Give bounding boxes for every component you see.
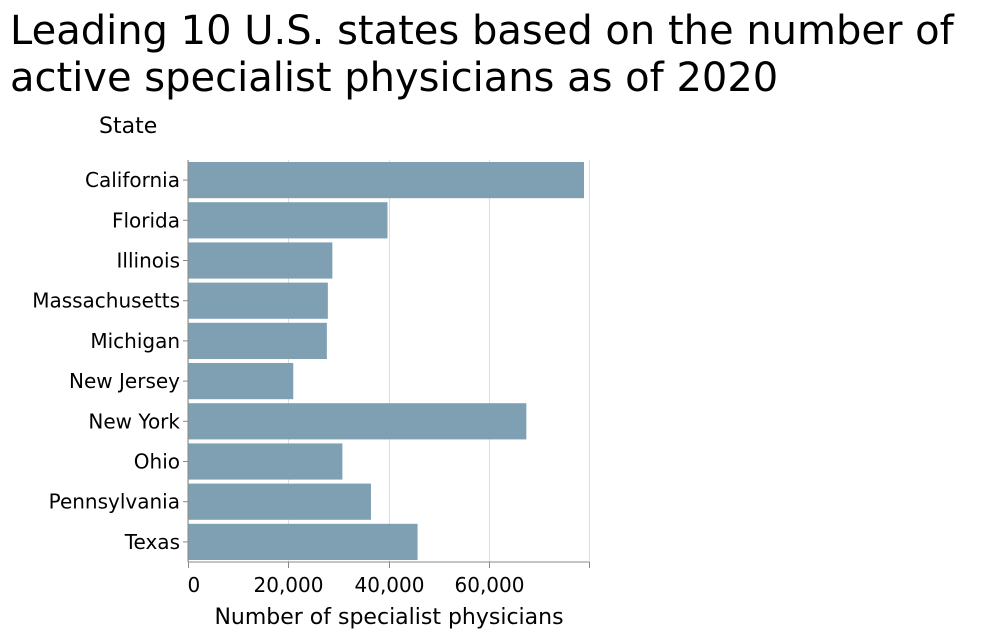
chart-title: Leading 10 U.S. states based on the numb… bbox=[10, 8, 954, 101]
x-tick-labels: 0 20,000 40,000 60,000 bbox=[188, 562, 590, 597]
y-tick-label: Illinois bbox=[117, 249, 180, 273]
bars bbox=[188, 162, 584, 560]
bar-illinois bbox=[188, 242, 333, 279]
y-tick-label: California bbox=[85, 168, 180, 192]
bar-michigan bbox=[188, 322, 327, 359]
bar-new-york bbox=[188, 403, 527, 440]
bar-florida bbox=[188, 202, 388, 239]
y-tick-label: Texas bbox=[124, 530, 180, 554]
x-tick-label: 60,000 bbox=[455, 573, 525, 597]
bar-texas bbox=[188, 523, 418, 560]
y-tick-label: Massachusetts bbox=[32, 289, 180, 313]
y-tick-label: New York bbox=[88, 409, 180, 433]
axes bbox=[187, 160, 589, 563]
y-tick-labels: California Florida Illinois Massachusetts Mi… bbox=[32, 168, 188, 554]
y-tick-label: Ohio bbox=[134, 450, 180, 474]
bar-california bbox=[188, 162, 584, 199]
x-tick-label: 40,000 bbox=[355, 573, 425, 597]
y-tick-label: Florida bbox=[112, 208, 180, 232]
bar-ohio bbox=[188, 443, 343, 480]
x-axis-label: Number of specialist physicians bbox=[214, 605, 563, 630]
bar-massachusetts bbox=[188, 282, 328, 319]
y-axis-label: State bbox=[99, 114, 157, 139]
bar-pennsylvania bbox=[188, 483, 371, 520]
y-tick-label: Pennsylvania bbox=[49, 490, 180, 514]
x-tick-label: 0 bbox=[188, 573, 201, 597]
x-tick-label: 20,000 bbox=[254, 573, 324, 597]
y-tick-label: Michigan bbox=[90, 329, 180, 353]
y-tick-label: New Jersey bbox=[69, 369, 180, 393]
bar-new-jersey bbox=[188, 363, 294, 400]
